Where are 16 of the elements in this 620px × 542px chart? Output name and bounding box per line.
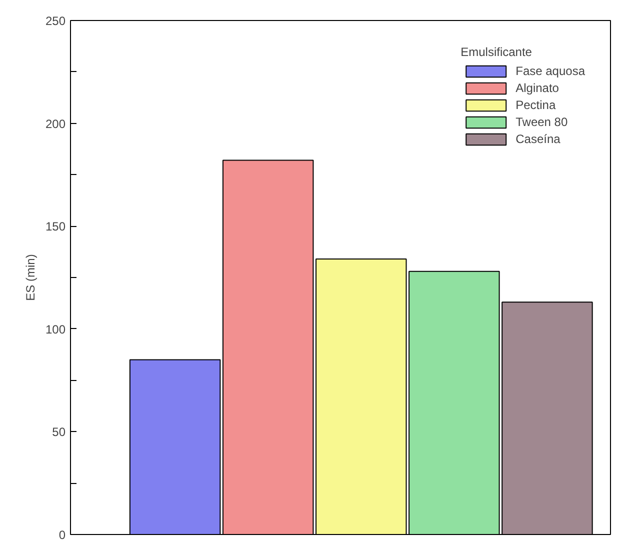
legend-label: Tween 80 bbox=[516, 115, 568, 129]
bar bbox=[316, 258, 407, 534]
legend-label: Pectina bbox=[516, 98, 556, 112]
y-tick-label: 50 bbox=[52, 425, 66, 440]
y-tick-label: 200 bbox=[45, 116, 66, 131]
y-tick-label: 100 bbox=[45, 322, 66, 336]
bar bbox=[129, 359, 221, 534]
y-tick-label: 0 bbox=[58, 528, 66, 542]
legend-label: Alginato bbox=[516, 81, 559, 95]
legend-label: Fase aquosa bbox=[516, 64, 585, 78]
y-axis-title: ES (min) bbox=[23, 254, 38, 301]
bar bbox=[222, 160, 314, 534]
y-tick-label: 250 bbox=[45, 14, 66, 28]
y-tick-label: 150 bbox=[45, 220, 66, 234]
legend-label: Caseína bbox=[516, 132, 560, 146]
legend-title: Emulsificante bbox=[460, 45, 533, 59]
